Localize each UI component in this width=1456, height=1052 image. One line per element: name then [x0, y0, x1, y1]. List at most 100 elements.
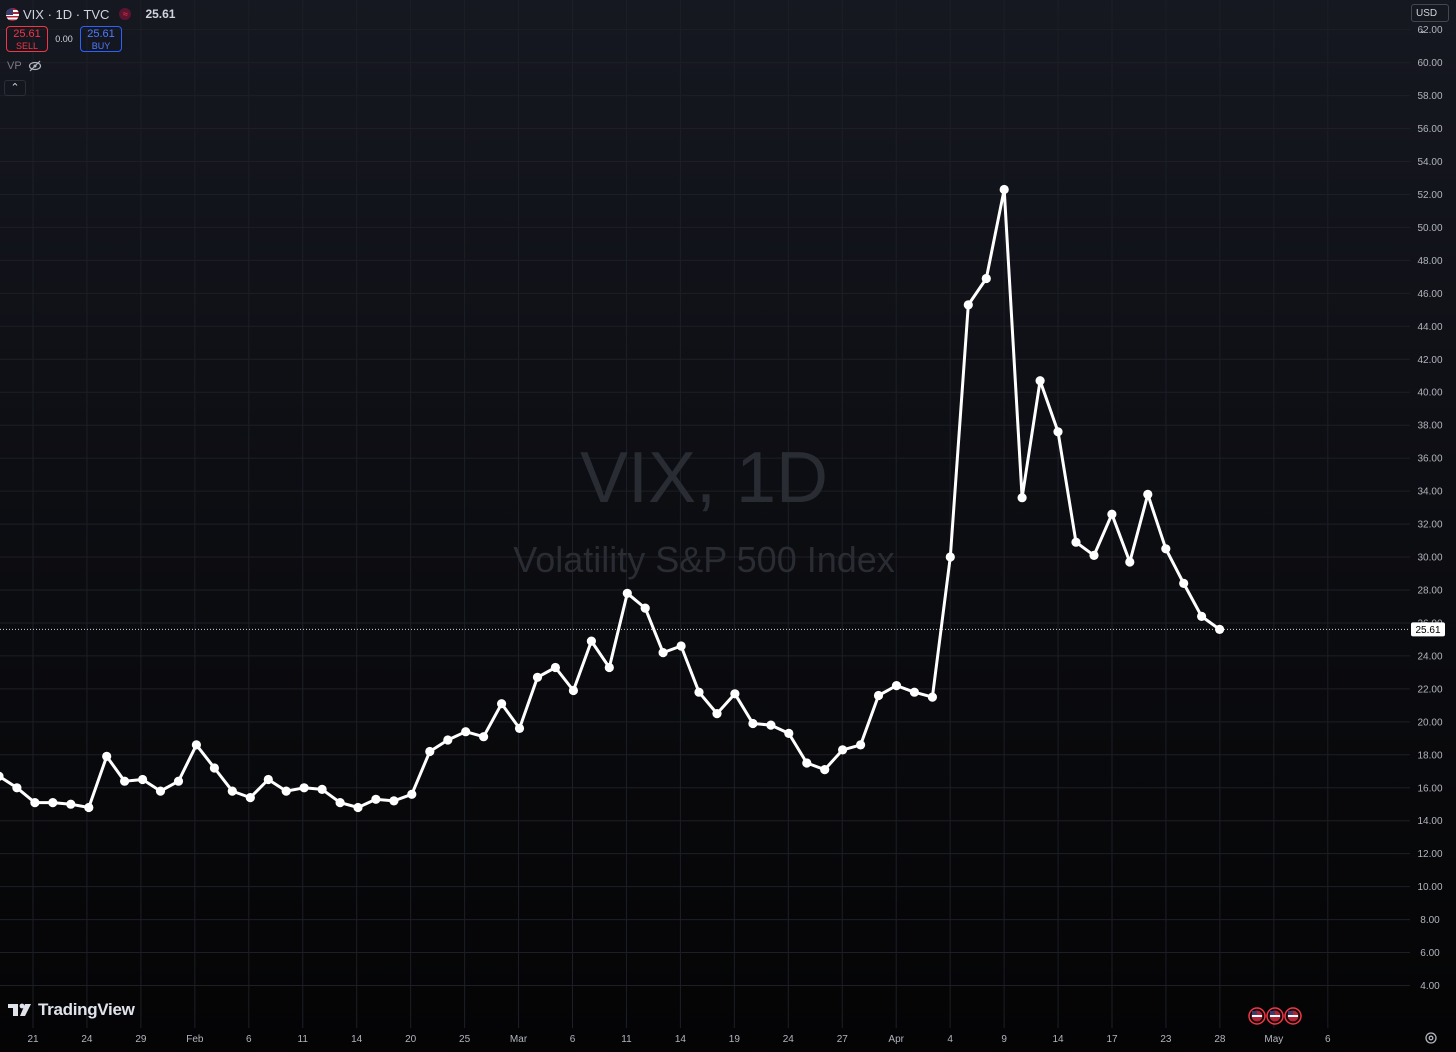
price-axis[interactable]: 4.00 6.00 8.00 10.00 12.00 14.00 16.00 18.00 20.…: [1417, 25, 1442, 992]
last-price-label-text: 25.61: [1415, 625, 1440, 636]
data-point: [30, 798, 40, 808]
y-tick-label: 20.00: [1417, 717, 1442, 728]
y-tick-label: 56.00: [1417, 124, 1442, 135]
data-point: [1161, 544, 1171, 554]
us-flag-icon: [6, 7, 19, 21]
y-tick-label: 30.00: [1417, 553, 1442, 564]
data-point: [1071, 537, 1081, 547]
data-point: [263, 774, 273, 785]
data-point: [299, 783, 309, 793]
y-tick-label: 50.00: [1417, 223, 1442, 234]
x-tick-label: 14: [1052, 1034, 1064, 1045]
data-point: [927, 692, 938, 702]
data-point: [712, 709, 722, 719]
data-point: [191, 740, 201, 750]
currency-select[interactable]: USD ⌄: [1411, 4, 1449, 35]
data-point: [1107, 509, 1117, 519]
us-flag-icon[interactable]: [1284, 1007, 1302, 1025]
data-point: [676, 641, 686, 651]
trade-buttons: 25.61 SELL 0.00 25.61 BUY: [6, 26, 122, 52]
x-tick-label: 11: [621, 1034, 632, 1045]
us-flag-icon[interactable]: [1248, 1007, 1266, 1025]
x-tick-label: 24: [81, 1034, 93, 1045]
data-point: [173, 776, 184, 786]
y-tick-label: 38.00: [1417, 421, 1442, 432]
y-tick-label: 36.00: [1417, 454, 1442, 465]
data-point: [945, 552, 955, 562]
data-point: [245, 793, 255, 803]
symbol-label[interactable]: VIX · 1D · TVC: [23, 6, 110, 22]
y-tick-label: 48.00: [1417, 256, 1442, 267]
data-point: [371, 794, 381, 804]
y-tick-label: 54.00: [1417, 157, 1442, 168]
symbol-header[interactable]: VIX · 1D · TVC ≈ 25.61: [6, 5, 175, 23]
data-point: [425, 746, 435, 757]
data-point: [532, 672, 543, 682]
data-point: [497, 699, 507, 709]
data-point: [909, 687, 920, 697]
data-point: [1215, 624, 1225, 635]
eye-crossed-icon[interactable]: [28, 60, 42, 72]
series-line: [0, 184, 1225, 813]
data-point: [1017, 493, 1027, 503]
x-tick-label: 27: [837, 1034, 849, 1045]
indicator-legend[interactable]: VP: [7, 60, 42, 72]
us-flag-icon[interactable]: [1266, 1007, 1284, 1025]
y-tick-label: 34.00: [1417, 487, 1442, 498]
data-point: [1143, 489, 1153, 499]
data-point: [694, 687, 704, 697]
x-tick-label: 29: [135, 1034, 147, 1045]
y-tick-label: 60.00: [1417, 58, 1442, 69]
data-point: [120, 776, 130, 786]
data-point: [443, 735, 453, 745]
data-point: [66, 799, 76, 809]
x-tick-label: May: [1264, 1034, 1283, 1045]
data-point: [12, 783, 22, 793]
x-tick-label: 21: [27, 1034, 39, 1045]
x-tick-label: 28: [1214, 1034, 1226, 1045]
horizontal-grid: [0, 29, 1410, 987]
data-point: [48, 798, 58, 808]
tradingview-logo-text: TradingView: [38, 1000, 135, 1019]
data-point: [389, 796, 399, 806]
data-point: [604, 662, 614, 673]
y-tick-label: 22.00: [1417, 684, 1442, 695]
time-axis[interactable]: 21 24 29 Feb 6 11 14 20 25 Mar 6 11 14 19 24 27 Apr 4 9 14 1…: [27, 1034, 1331, 1045]
buy-button[interactable]: 25.61 BUY: [80, 26, 122, 52]
data-point: [766, 720, 776, 730]
x-tick-label: Feb: [186, 1034, 204, 1045]
indicator-name[interactable]: VP: [7, 60, 22, 72]
data-point: [102, 751, 112, 762]
x-tick-label: 23: [1160, 1034, 1172, 1045]
data-point: [838, 745, 848, 755]
watermark-subtitle: Volatility S&P 500 Index: [513, 539, 895, 580]
data-point: [891, 681, 902, 691]
y-tick-label: 8.00: [1420, 915, 1440, 926]
event-icons[interactable]: [1248, 1007, 1302, 1025]
data-point: [730, 689, 740, 699]
x-tick-label: 4: [947, 1034, 953, 1045]
data-point: [0, 771, 4, 781]
last-price: 25.61: [145, 7, 176, 21]
y-tick-label: 42.00: [1417, 355, 1442, 366]
x-tick-label: 14: [351, 1034, 363, 1045]
gear-icon[interactable]: [1424, 1031, 1438, 1045]
chevron-up-icon[interactable]: ⌃: [4, 80, 26, 96]
data-point: [981, 273, 991, 284]
y-tick-label: 10.00: [1417, 882, 1442, 893]
tradingview-logo[interactable]: TradingView: [8, 1000, 135, 1020]
data-point: [461, 727, 471, 737]
tradingview-logo-icon: [8, 1003, 31, 1016]
y-tick-label: 28.00: [1417, 585, 1442, 596]
x-tick-label: Mar: [510, 1034, 528, 1045]
market-closed-icon[interactable]: ≈: [119, 8, 132, 20]
y-tick-label: 18.00: [1417, 750, 1442, 761]
x-tick-label: 6: [246, 1034, 252, 1045]
data-point: [138, 774, 148, 785]
sell-label: SELL: [15, 41, 39, 51]
y-tick-label: 32.00: [1417, 520, 1442, 531]
sell-button[interactable]: 25.61 SELL: [6, 26, 48, 52]
currency-label: USD: [1416, 8, 1438, 19]
chevron-down-icon: ⌄: [1419, 26, 1426, 35]
